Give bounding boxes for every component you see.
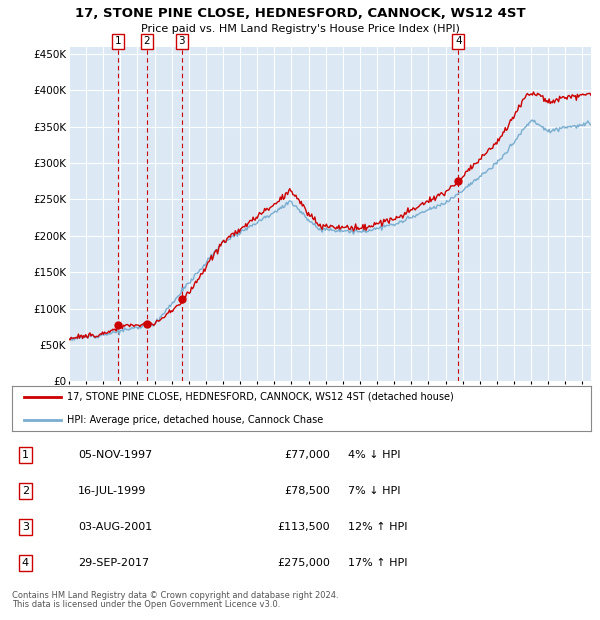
Text: £275,000: £275,000 <box>277 558 330 568</box>
Text: 3: 3 <box>178 37 185 46</box>
Text: Price paid vs. HM Land Registry's House Price Index (HPI): Price paid vs. HM Land Registry's House … <box>140 24 460 33</box>
Text: 4: 4 <box>455 37 461 46</box>
Text: 7% ↓ HPI: 7% ↓ HPI <box>348 486 401 496</box>
Text: 03-AUG-2001: 03-AUG-2001 <box>78 522 152 532</box>
Text: This data is licensed under the Open Government Licence v3.0.: This data is licensed under the Open Gov… <box>12 600 280 609</box>
Text: 1: 1 <box>22 450 29 460</box>
Text: 17, STONE PINE CLOSE, HEDNESFORD, CANNOCK, WS12 4ST (detached house): 17, STONE PINE CLOSE, HEDNESFORD, CANNOC… <box>67 392 454 402</box>
Text: Contains HM Land Registry data © Crown copyright and database right 2024.: Contains HM Land Registry data © Crown c… <box>12 591 338 600</box>
Text: 29-SEP-2017: 29-SEP-2017 <box>78 558 149 568</box>
Text: 3: 3 <box>22 522 29 532</box>
Text: 17, STONE PINE CLOSE, HEDNESFORD, CANNOCK, WS12 4ST: 17, STONE PINE CLOSE, HEDNESFORD, CANNOC… <box>74 7 526 20</box>
Text: 2: 2 <box>143 37 150 46</box>
Text: 4: 4 <box>22 558 29 568</box>
Text: 2: 2 <box>22 486 29 496</box>
Text: HPI: Average price, detached house, Cannock Chase: HPI: Average price, detached house, Cann… <box>67 415 323 425</box>
Text: 4% ↓ HPI: 4% ↓ HPI <box>348 450 401 460</box>
Text: 1: 1 <box>115 37 121 46</box>
Text: £77,000: £77,000 <box>284 450 330 460</box>
Text: 16-JUL-1999: 16-JUL-1999 <box>78 486 146 496</box>
Text: 05-NOV-1997: 05-NOV-1997 <box>78 450 152 460</box>
Text: 12% ↑ HPI: 12% ↑ HPI <box>348 522 407 532</box>
Text: 17% ↑ HPI: 17% ↑ HPI <box>348 558 407 568</box>
Text: £78,500: £78,500 <box>284 486 330 496</box>
Text: £113,500: £113,500 <box>277 522 330 532</box>
